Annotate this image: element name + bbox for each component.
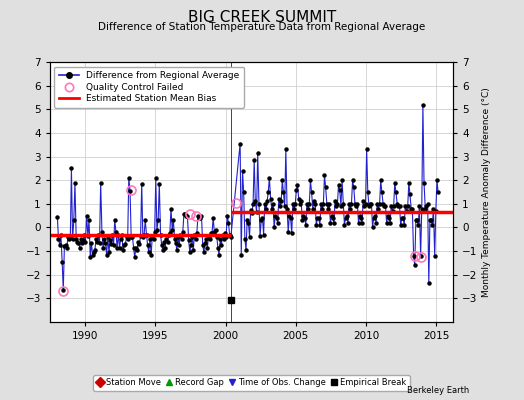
Legend: Station Move, Record Gap, Time of Obs. Change, Empirical Break: Station Move, Record Gap, Time of Obs. C… <box>93 375 410 391</box>
Text: BIG CREEK SUMMIT: BIG CREEK SUMMIT <box>188 10 336 25</box>
Y-axis label: Monthly Temperature Anomaly Difference (°C): Monthly Temperature Anomaly Difference (… <box>482 87 491 297</box>
Text: Difference of Station Temperature Data from Regional Average: Difference of Station Temperature Data f… <box>99 22 425 32</box>
Text: Berkeley Earth: Berkeley Earth <box>407 386 469 395</box>
